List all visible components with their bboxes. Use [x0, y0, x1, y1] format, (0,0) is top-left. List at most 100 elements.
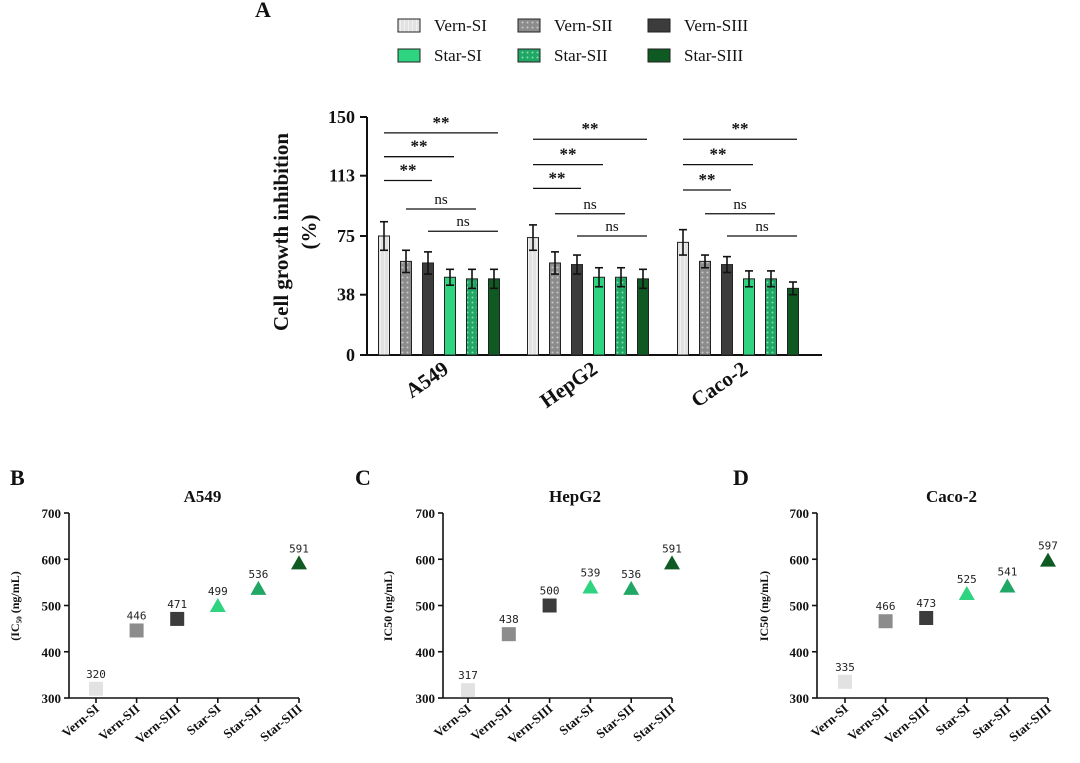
x-category-star-si: Star-SI [932, 701, 972, 738]
legend-swatch-star-si [397, 48, 421, 63]
point-vern-si [838, 674, 852, 689]
bar-vern-si-a549 [378, 235, 390, 356]
legend-label-star-sii: Star-SII [554, 46, 608, 65]
x-category-star-siii: Star-SIII [630, 701, 678, 745]
x-category-vern-si: Vern-SI [808, 701, 851, 741]
data-label: 499 [208, 585, 228, 598]
significance-label: ns [583, 197, 597, 213]
point-vern-siii [919, 610, 934, 625]
data-label: 438 [499, 613, 519, 626]
legend-label-vern-sii: Vern-SII [554, 16, 613, 35]
point-star-siii [291, 555, 307, 570]
significance-label: ** [433, 113, 450, 132]
y-tick-label: 400 [416, 645, 436, 660]
y-tick-label: 150 [328, 107, 355, 127]
significance-label: ** [582, 119, 599, 138]
x-category-caco-2: Caco-2 [687, 356, 752, 412]
data-label: 541 [997, 566, 1017, 579]
chart-title: HepG2 [549, 487, 601, 506]
y-axis-title-line1: Cell growth inhibition [269, 133, 293, 331]
data-label: 335 [835, 661, 855, 674]
x-category-vern-siii: Vern-SIII [132, 701, 183, 747]
x-category-star-siii: Star-SIII [257, 701, 305, 745]
significance-label: ns [434, 192, 448, 208]
data-label: 471 [167, 598, 187, 611]
point-vern-si [461, 683, 475, 698]
significance-label: ** [732, 119, 749, 138]
y-tick-label: 600 [790, 552, 810, 567]
x-category-hepg2: HepG2 [536, 356, 602, 412]
y-tick-label: 0 [346, 345, 355, 365]
point-star-si [582, 579, 599, 594]
significance-label: ** [411, 137, 428, 156]
point-star-si [209, 597, 226, 612]
x-category-vern-si: Vern-SI [431, 701, 474, 741]
data-label: 466 [876, 600, 896, 613]
bar-star-sii-hepg2 [615, 276, 627, 356]
point-star-si [958, 585, 975, 600]
point-vern-sii [878, 614, 893, 629]
significance-label: ns [733, 197, 747, 213]
significance-label: ** [549, 168, 566, 187]
bar-vern-sii-hepg2 [549, 262, 561, 356]
legend-swatch-vern-siii [647, 18, 671, 33]
y-tick-label: 500 [790, 599, 810, 614]
data-label: 591 [289, 542, 309, 555]
data-label: 597 [1038, 540, 1058, 553]
chart-title: A549 [184, 487, 222, 506]
chart-title: Caco-2 [926, 487, 977, 506]
y-tick-label: 400 [42, 645, 62, 660]
data-label: 591 [662, 542, 682, 555]
bar-star-sii-a549 [466, 278, 478, 356]
legend-label-star-si: Star-SI [434, 46, 482, 65]
significance-label: ** [699, 170, 716, 189]
legend-label-vern-si: Vern-SI [434, 16, 487, 35]
point-vern-si [89, 681, 103, 696]
y-tick-label: 75 [337, 226, 355, 246]
y-axis-title: IC50 (ng/mL) [757, 571, 771, 641]
legend-swatch-star-sii [517, 48, 541, 63]
point-star-siii [664, 555, 680, 570]
x-category-vern-si: Vern-SI [59, 701, 102, 741]
x-category-star-siii: Star-SIII [1006, 701, 1054, 745]
bar-vern-sii-a549 [400, 260, 412, 356]
data-label: 473 [916, 597, 936, 610]
significance-label: ** [560, 145, 577, 164]
panel-d-scatter: Caco-2 300 400 500 600 700 IC50 (ng/mL) 335 Vern… [757, 487, 1058, 747]
point-star-sii [250, 580, 267, 595]
y-tick-label: 300 [42, 691, 62, 706]
bar-vern-siii-hepg2 [571, 264, 583, 356]
point-vern-sii [129, 623, 144, 638]
legend-label-star-siii: Star-SIII [684, 46, 743, 65]
x-category-a549: A549 [401, 356, 453, 402]
panel-letter-d: D [733, 465, 749, 490]
y-tick-label: 500 [416, 599, 436, 614]
bar-vern-siii-caco-2 [721, 264, 733, 356]
significance-label: ** [710, 145, 727, 164]
bar-star-siii-caco-2 [787, 287, 799, 356]
panel-letter-a: A [255, 0, 271, 22]
data-label: 500 [540, 585, 560, 598]
panel-b-scatter: A549 300 400 500 600 700 (IC₅₀ (ng/mL) 320 Vern-… [8, 487, 309, 747]
y-tick-label: 300 [790, 691, 810, 706]
data-label: 446 [127, 609, 147, 622]
significance-label: ** [400, 160, 417, 179]
x-category-star-si: Star-SI [556, 701, 596, 738]
panel-letter-c: C [355, 465, 371, 490]
legend-swatch-star-siii [647, 48, 671, 63]
y-axis-title: (IC₅₀ (ng/mL) [8, 571, 22, 641]
legend-swatch-vern-sii [517, 18, 541, 33]
y-tick-label: 700 [42, 506, 62, 521]
data-label: 525 [957, 573, 977, 586]
legend-label-vern-siii: Vern-SIII [684, 16, 749, 35]
y-tick-label: 700 [416, 506, 436, 521]
bar-vern-si-hepg2 [527, 237, 539, 356]
data-label: 536 [248, 568, 268, 581]
panel-letter-b: B [10, 465, 25, 490]
y-axis-title-line2: (%) [297, 215, 321, 250]
y-tick-label: 400 [790, 645, 810, 660]
bar-star-sii-caco-2 [765, 278, 777, 356]
point-star-sii [999, 578, 1016, 593]
x-category-star-si: Star-SI [183, 701, 223, 738]
